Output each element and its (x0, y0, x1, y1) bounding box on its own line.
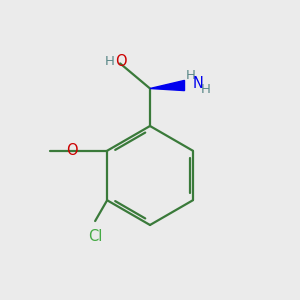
Text: H: H (105, 56, 115, 68)
Text: O: O (115, 54, 127, 69)
Text: H: H (186, 69, 196, 82)
Polygon shape (150, 80, 184, 91)
Text: N: N (192, 76, 203, 91)
Text: H: H (201, 82, 211, 96)
Text: O: O (66, 143, 77, 158)
Text: Cl: Cl (88, 229, 102, 244)
